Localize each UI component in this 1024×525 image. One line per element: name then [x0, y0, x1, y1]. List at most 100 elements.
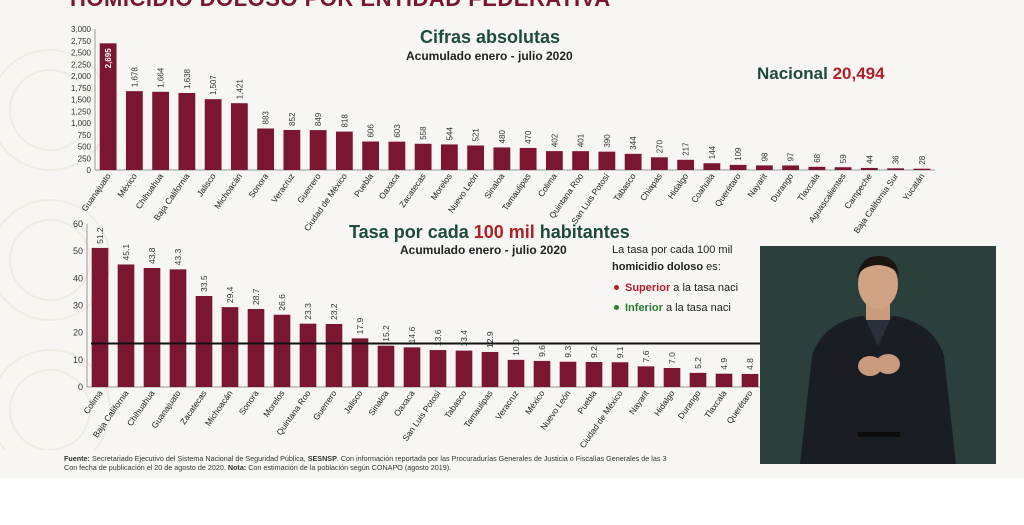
abs-y-tick-label: 2,250 — [71, 60, 92, 69]
abs-bar — [519, 147, 537, 170]
abs-data-label: 1,507 — [209, 75, 218, 96]
rate-data-label: 9.6 — [537, 345, 547, 357]
abs-y-tick-label: 1,250 — [71, 107, 92, 116]
abs-data-label: 603 — [393, 124, 402, 138]
charts-canvas: 02505007501,0001,2501,5001,7502,0002,250… — [71, 25, 935, 450]
abs-data-label: 558 — [419, 126, 428, 140]
abs-category-label: Querétaro — [713, 171, 743, 208]
rate-data-label: 17.9 — [355, 318, 365, 335]
rate-bar — [403, 347, 421, 387]
abs-category-label: Tlaxcala — [795, 171, 822, 203]
rate-category-label: Jalisco — [342, 388, 365, 415]
abs-data-label: 270 — [655, 139, 664, 153]
footer-source: Fuente: Secretariado Ejecutivo del Siste… — [64, 454, 924, 472]
abs-bar — [572, 151, 590, 170]
red-dot-icon — [614, 285, 619, 291]
abs-category-label: Oaxaca — [377, 171, 402, 201]
rate-bar — [507, 359, 525, 387]
abs-bar — [860, 167, 878, 170]
footer-sesnsp: SESNSP — [307, 454, 337, 463]
rate-y-tick-label: 50 — [73, 246, 83, 256]
rate-category-label: México — [523, 388, 547, 416]
rate-data-label: 23.2 — [329, 303, 339, 320]
rate-bar — [481, 351, 499, 387]
abs-bar — [808, 166, 826, 170]
rate-data-label: 23.3 — [303, 303, 313, 320]
abs-data-label: 44 — [865, 154, 874, 163]
rate-data-label: 5.2 — [693, 357, 703, 369]
chart2-title-prefix: Tasa por cada — [349, 222, 469, 242]
rate-y-tick-label: 10 — [73, 355, 83, 365]
abs-bar — [887, 168, 905, 170]
rate-category-label: Nayarit — [627, 388, 651, 416]
legend-superior-text: a la tasa naci — [670, 282, 739, 294]
abs-bar — [913, 168, 931, 170]
abs-data-label: 1,421 — [235, 79, 244, 100]
abs-bar — [782, 165, 800, 170]
abs-data-label: 2,695 — [104, 48, 113, 69]
abs-y-tick-label: 3,000 — [71, 25, 92, 34]
abs-category-label: Yucatán — [901, 171, 927, 202]
rate-data-label: 14.6 — [407, 327, 417, 344]
abs-bar — [309, 130, 327, 170]
abs-category-label: Veracruz — [269, 171, 296, 204]
nacional-total: Nacional 20,494 — [757, 64, 885, 84]
rate-y-tick-label: 40 — [73, 273, 83, 283]
legend-superior: Superior a la tasa naci — [612, 280, 942, 297]
abs-category-label: Durango — [768, 171, 795, 204]
rate-bar — [91, 247, 109, 387]
rate-bar — [715, 373, 733, 387]
abs-data-label: 818 — [340, 114, 349, 128]
abs-bar — [178, 93, 196, 170]
abs-category-label: Guerrero — [295, 171, 323, 205]
abs-y-tick-label: 1,000 — [71, 119, 92, 128]
rate-data-label: 9.3 — [563, 346, 573, 358]
rate-bar — [741, 373, 759, 387]
abs-bar — [257, 128, 275, 170]
abs-y-tick-label: 2,750 — [71, 37, 92, 46]
abs-data-label: 544 — [445, 127, 454, 141]
rate-bar — [455, 350, 473, 387]
rate-data-label: 9.2 — [589, 346, 599, 358]
green-dot-icon — [614, 305, 619, 311]
abs-bar — [834, 167, 852, 170]
chart2-subtitle: Acumulado enero - julio 2020 — [400, 243, 567, 257]
rate-y-tick-label: 0 — [78, 382, 83, 392]
abs-data-label: 344 — [629, 136, 638, 150]
rate-data-label: 26.6 — [277, 294, 287, 311]
rate-y-tick-label: 60 — [73, 219, 83, 229]
legend-intro-bold: homicidio doloso — [612, 261, 704, 273]
abs-data-label: 68 — [813, 153, 822, 162]
rate-bar — [585, 362, 603, 387]
chart1-subtitle: Acumulado enero - julio 2020 — [406, 49, 573, 63]
slide: HOMICIDIO DOLOSO POR ENTIDAD FEDERATIVA … — [0, 0, 1024, 478]
abs-category-label: Sinaloa — [482, 171, 507, 200]
abs-data-label: 97 — [787, 152, 796, 161]
rate-bar — [169, 269, 187, 387]
abs-category-label: Chiapas — [638, 171, 664, 202]
rate-data-label: 33.5 — [199, 275, 209, 292]
abs-bar — [703, 163, 721, 170]
abs-bar — [650, 157, 668, 170]
legend-inferior-text: a la tasa naci — [662, 302, 731, 314]
abs-y-tick-label: 2,500 — [71, 49, 92, 58]
legend-intro-text: La tasa por cada 100 mil — [612, 244, 733, 256]
abs-bar — [598, 151, 616, 170]
abs-category-label: Puebla — [352, 171, 376, 199]
rate-category-label: Oaxaca — [392, 388, 417, 418]
rate-category-label: Puebla — [575, 388, 599, 416]
footer-date: Con fecha de publicación el 20 de agosto… — [64, 463, 228, 472]
abs-category-label: Colima — [536, 171, 560, 199]
abs-category-label: Jalisco — [195, 171, 218, 198]
abs-category-label: Hidalgo — [666, 171, 691, 201]
rate-category-label: Veracruz — [493, 388, 520, 421]
rate-category-label: Tlaxcala — [702, 388, 729, 420]
chart1-title: Cifras absolutas — [420, 27, 561, 47]
abs-bar — [467, 145, 485, 170]
rate-bar — [559, 361, 577, 387]
abs-y-tick-label: 1,750 — [71, 84, 92, 93]
abs-y-tick-label: 1,500 — [71, 96, 92, 105]
rate-category-label: Sinaloa — [366, 388, 391, 417]
rate-bar — [533, 360, 551, 387]
abs-data-label: 1,638 — [183, 68, 192, 89]
